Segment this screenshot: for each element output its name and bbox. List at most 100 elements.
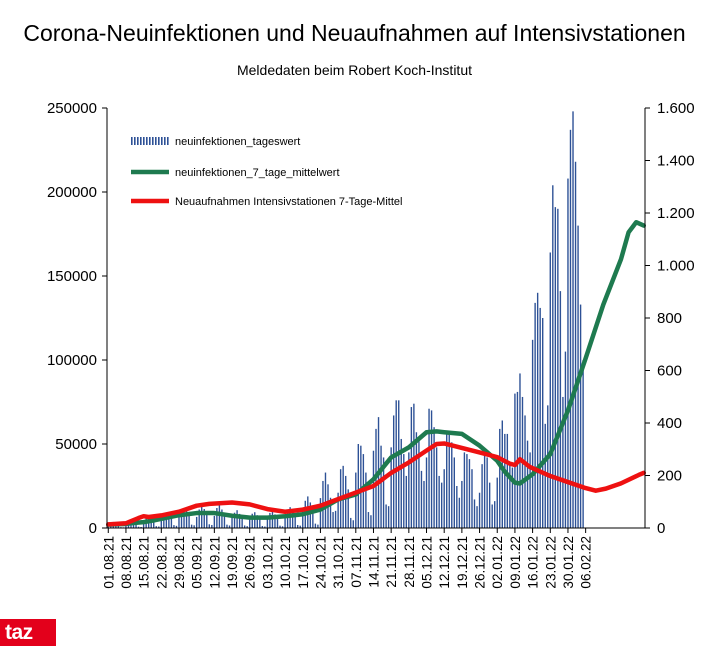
bar <box>481 464 483 528</box>
bar <box>249 519 251 528</box>
y-right-tick-label: 600 <box>657 363 682 380</box>
x-tick-label: 24.10.21 <box>313 536 328 589</box>
legend-bar-swatch <box>146 137 148 145</box>
bar <box>446 432 448 528</box>
y-right-tick-label: 1.400 <box>657 153 695 170</box>
bar <box>400 438 402 528</box>
axes: 0 50000 100000 150000 200000 250000 0 200 400 600… <box>47 100 695 589</box>
bar <box>478 492 481 528</box>
bar <box>203 509 205 528</box>
bar <box>158 526 160 528</box>
bar <box>329 497 332 528</box>
bar <box>254 512 256 528</box>
bar <box>418 440 420 528</box>
x-tick-label: 10.10.21 <box>278 536 293 589</box>
bar <box>291 510 294 528</box>
x-tick-label: 29.08.21 <box>172 536 187 589</box>
x-tick-label: 08.08.21 <box>119 536 134 589</box>
bar <box>463 452 466 528</box>
legend-bar-swatch <box>140 137 142 145</box>
bar <box>433 427 435 528</box>
bar <box>435 447 438 528</box>
y-right-tick-label: 0 <box>657 520 665 537</box>
bar <box>213 515 216 528</box>
bar <box>420 470 423 528</box>
bar <box>281 526 284 528</box>
x-tick-label: 19.09.21 <box>225 536 240 589</box>
bar <box>382 457 385 528</box>
bar <box>238 513 241 528</box>
bar <box>271 511 274 528</box>
bar <box>294 515 296 528</box>
bar <box>360 445 362 528</box>
bar <box>468 459 471 528</box>
bar <box>557 208 559 529</box>
bar <box>165 512 168 528</box>
bar <box>405 475 408 528</box>
bar <box>567 178 569 528</box>
bar <box>236 510 238 528</box>
bar <box>163 513 165 528</box>
bar <box>150 518 152 528</box>
bar <box>486 457 488 528</box>
bar <box>279 525 281 528</box>
legend-label: neuinfektionen_tageswert <box>175 136 300 148</box>
x-tick-label: 30.01.22 <box>561 536 576 589</box>
y-right-tick-label: 400 <box>657 415 682 432</box>
y-left-tick-label: 250000 <box>47 100 97 117</box>
bar <box>423 480 425 528</box>
bar <box>456 486 458 528</box>
bar <box>352 520 354 528</box>
bar <box>195 516 198 528</box>
bar <box>448 432 450 528</box>
bar <box>337 492 339 528</box>
bar <box>256 515 258 528</box>
bar <box>372 450 375 528</box>
bar <box>216 508 218 528</box>
bar <box>284 517 286 528</box>
bar <box>198 509 200 528</box>
chart-title: Corona-Neuinfektionen und Neuaufnahmen a… <box>23 20 686 46</box>
bar <box>140 526 142 528</box>
legend-bar-swatch <box>131 137 133 145</box>
bar <box>488 482 491 528</box>
bar <box>155 526 157 528</box>
bar <box>208 524 210 528</box>
x-tick-label: 02.01.22 <box>490 536 505 589</box>
taz-logo: taz <box>0 619 56 646</box>
bar <box>261 525 264 528</box>
bar <box>259 518 261 528</box>
x-tick-label: 17.10.21 <box>296 536 311 589</box>
series-line <box>106 441 646 527</box>
x-tick-label: 28.11.21 <box>402 536 417 588</box>
bar <box>496 477 498 528</box>
bar <box>499 428 501 528</box>
bar <box>332 512 334 528</box>
x-tick-label: 09.01.22 <box>508 536 523 589</box>
bar <box>514 393 516 528</box>
bar <box>408 452 410 528</box>
bar <box>569 129 572 528</box>
bar <box>466 454 468 528</box>
bar <box>579 304 582 528</box>
bar <box>491 504 493 528</box>
x-tick-label: 05.12.21 <box>420 536 435 589</box>
y-right-tick-label: 1.200 <box>657 205 695 222</box>
bar <box>299 525 301 528</box>
y-right-tick-label: 200 <box>657 468 682 485</box>
bar <box>135 522 137 528</box>
bar <box>324 472 327 528</box>
bar <box>552 185 554 528</box>
legend-bar-swatch <box>158 137 160 145</box>
bar <box>137 526 140 528</box>
bar <box>365 472 367 528</box>
bar <box>314 523 317 528</box>
bar <box>231 517 233 528</box>
legend-bar-swatch <box>143 137 145 145</box>
bar <box>413 403 415 528</box>
bar <box>218 504 221 528</box>
legend-bar-swatch <box>161 137 163 145</box>
bar <box>334 510 337 528</box>
legend-bar-swatch <box>164 137 166 145</box>
bar <box>501 420 503 528</box>
